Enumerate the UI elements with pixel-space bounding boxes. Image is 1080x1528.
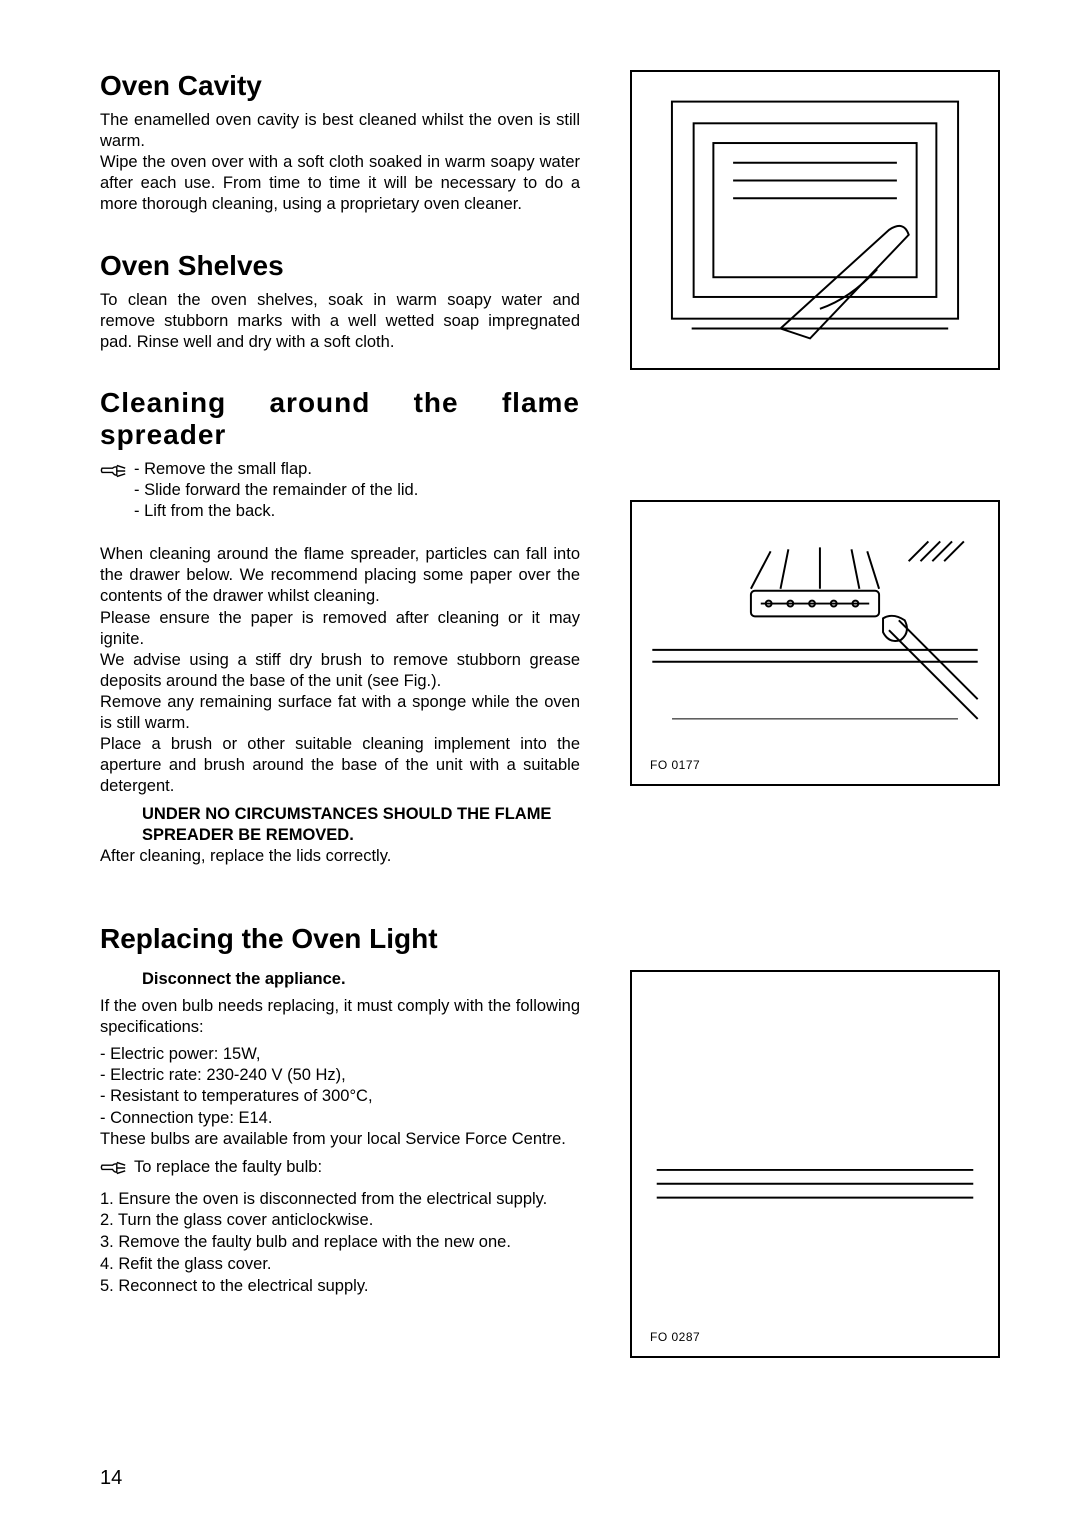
spec3: - Resistant to temperatures of 300°C, [100, 1086, 580, 1107]
figure-oven-light: FO 0287 [630, 970, 1000, 1358]
step1: 1. Ensure the oven is disconnected from … [100, 1189, 580, 1211]
flame-b1: - Remove the small flap. [134, 459, 580, 480]
replace-steps: 1. Ensure the oven is disconnected from … [100, 1189, 580, 1298]
figure-oven-cleaning [630, 70, 1000, 370]
right-column: FO 0177 FO 0287 [630, 70, 990, 1298]
flame-p2: Please ensure the paper is removed after… [100, 608, 580, 650]
page-number: 14 [100, 1467, 122, 1490]
flame-b2: - Slide forward the remainder of the lid… [134, 480, 580, 501]
figure-label: FO 0177 [650, 758, 700, 772]
bulb-availability: These bulbs are available from your loca… [100, 1129, 580, 1150]
flame-warning: UNDER NO CIRCUMSTANCES SHOULD THE FLAME … [142, 804, 580, 846]
step3: 3. Remove the faulty bulb and replace wi… [100, 1232, 580, 1254]
figure-flame-spreader: FO 0177 [630, 500, 1000, 786]
p-oven-cavity-2: Wipe the oven over with a soft cloth soa… [100, 152, 580, 215]
flame-p3: We advise using a stiff dry brush to rem… [100, 650, 580, 692]
page-content: Oven Cavity The enamelled oven cavity is… [100, 70, 990, 1298]
p-oven-shelves-1: To clean the oven shelves, soak in warm … [100, 290, 580, 353]
heading-oven-shelves: Oven Shelves [100, 250, 580, 282]
light-intro: If the oven bulb needs replacing, it mus… [100, 996, 580, 1038]
replace-intro: To replace the faulty bulb: [134, 1156, 322, 1183]
disconnect-warning: Disconnect the appliance. [142, 969, 580, 990]
p-oven-cavity-1: The enamelled oven cavity is best cleane… [100, 110, 580, 152]
heading-oven-light: Replacing the Oven Light [100, 923, 580, 955]
hand-pointer-icon [100, 459, 134, 522]
left-column: Oven Cavity The enamelled oven cavity is… [100, 70, 580, 1298]
heading-flame-spreader: Cleaning around the flame spreader [100, 387, 580, 451]
flame-after: After cleaning, replace the lids correct… [100, 846, 580, 867]
flame-spreader-illustration-icon [632, 502, 998, 784]
oven-cleaning-illustration-icon [632, 72, 998, 368]
heading-oven-cavity: Oven Cavity [100, 70, 580, 102]
spec4: - Connection type: E14. [100, 1108, 580, 1129]
step4: 4. Refit the glass cover. [100, 1254, 580, 1276]
flame-p4: Remove any remaining surface fat with a … [100, 692, 580, 734]
flame-p5: Place a brush or other suitable cleaning… [100, 734, 580, 797]
spec1: - Electric power: 15W, [100, 1044, 580, 1065]
hand-pointer-icon [100, 1156, 134, 1183]
flame-b3: - Lift from the back. [134, 501, 580, 522]
step5: 5. Reconnect to the electrical supply. [100, 1276, 580, 1298]
figure-label: FO 0287 [650, 1330, 700, 1344]
spec2: - Electric rate: 230-240 V (50 Hz), [100, 1065, 580, 1086]
bulb-spec-list: - Electric power: 15W, - Electric rate: … [100, 1044, 580, 1128]
replace-intro-row: To replace the faulty bulb: [100, 1156, 580, 1183]
oven-light-illustration-icon [632, 972, 998, 1356]
flame-spreader-bullets: - Remove the small flap. - Slide forward… [100, 459, 580, 522]
flame-p1: When cleaning around the flame spreader,… [100, 544, 580, 607]
step2: 2. Turn the glass cover anticlockwise. [100, 1210, 580, 1232]
